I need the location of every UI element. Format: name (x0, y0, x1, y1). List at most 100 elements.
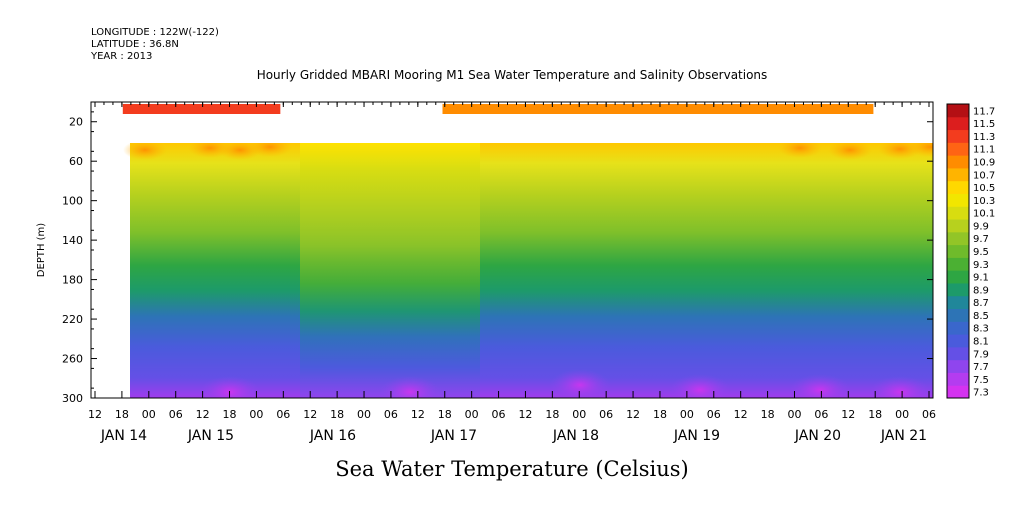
colorbar-swatch-11 (947, 244, 969, 258)
x-tick-label-30: 00 (895, 408, 909, 421)
x-tick-label-24: 12 (734, 408, 748, 421)
colorbar-label-17: 10.7 (973, 170, 995, 181)
colorbar-swatch-1 (947, 372, 969, 386)
warm-patch-7 (908, 143, 933, 157)
x-tick-label-23: 06 (707, 408, 721, 421)
warm-patch-5 (828, 143, 872, 160)
x-tick-label-4: 12 (196, 408, 210, 421)
colorbar-swatch-4 (947, 334, 969, 348)
chart-title: Hourly Gridded MBARI Mooring M1 Sea Wate… (257, 68, 768, 82)
colorbar-swatch-21 (947, 116, 969, 131)
colorbar-swatch-15 (947, 193, 969, 207)
year-label: YEAR : 2013 (90, 51, 152, 62)
x-day-label-7: JAN 21 (880, 428, 927, 444)
x-tick-label-25: 18 (761, 408, 775, 421)
x-tick-label-13: 18 (438, 408, 452, 421)
x-day-label-1: JAN 15 (187, 428, 234, 444)
x-day-label-3: JAN 17 (430, 428, 477, 444)
temperature-field (123, 143, 933, 398)
x-tick-label-26: 00 (787, 408, 801, 421)
colorbar-label-8: 8.9 (973, 285, 989, 296)
colorbar-label-19: 11.1 (973, 145, 995, 156)
x-day-label-6: JAN 20 (794, 428, 841, 444)
colorbar-swatch-9 (947, 270, 969, 284)
near-surface-bars (122, 104, 874, 114)
y-axis: 20 60 100 140 180 220 260 300 (62, 111, 933, 405)
x-tick-label-2: 00 (142, 408, 156, 421)
x-tick-label-6: 00 (249, 408, 263, 421)
colorbar-swatch-20 (947, 129, 969, 143)
y-tick-label-0: 20 (69, 116, 83, 129)
colorbar-frame (946, 103, 970, 399)
cold-patch-3 (670, 374, 730, 398)
colorbar-swatch-3 (947, 346, 969, 361)
colorbar-label-21: 11.5 (973, 119, 995, 130)
cold-patch-4 (790, 374, 850, 398)
cold-patch-5 (870, 376, 930, 398)
warm-patch-4 (778, 143, 822, 158)
x-tick-label-15: 06 (492, 408, 506, 421)
colorbar-label-15: 10.3 (973, 196, 995, 207)
x-tick-label-3: 06 (169, 408, 183, 421)
x-tick-label-11: 06 (384, 408, 398, 421)
colorbar-swatch-2 (947, 359, 969, 373)
y-axis-title: DEPTH (m) (36, 223, 47, 277)
x-tick-label-14: 00 (465, 408, 479, 421)
x-day-label-4: JAN 18 (552, 428, 599, 444)
colorbar-swatch-13 (947, 219, 969, 233)
colorbar-swatch-16 (947, 180, 969, 194)
colorbar-swatch-18 (947, 155, 969, 169)
colorbar-swatch-0 (947, 385, 969, 399)
colorbar-caption: Sea Water Temperature (Celsius) (335, 457, 689, 481)
colorbar-label-9: 9.1 (973, 273, 989, 284)
cold-patch-0 (200, 376, 260, 398)
colorbar-swatch-10 (947, 257, 969, 271)
x-tick-label-21: 18 (653, 408, 667, 421)
colorbar-label-18: 10.9 (973, 158, 995, 169)
x-tick-label-16: 12 (518, 408, 532, 421)
x-day-label-5: JAN 19 (673, 428, 720, 444)
colorbar-label-2: 7.7 (973, 362, 989, 373)
x-day-label-2: JAN 16 (309, 428, 356, 444)
x-tick-label-17: 18 (545, 408, 559, 421)
colorbar-swatch-22 (947, 104, 969, 118)
x-tick-label-28: 12 (841, 408, 855, 421)
warm-patch-3 (248, 143, 292, 157)
field-mid-period (300, 143, 480, 398)
colorbar-swatch-14 (947, 206, 969, 220)
x-tick-label-27: 06 (814, 408, 828, 421)
y-tick-label-4: 180 (62, 274, 83, 287)
x-tick-label-0: 12 (88, 408, 102, 421)
y-tick-label-2: 100 (62, 195, 83, 208)
x-day-label-0: JAN 14 (100, 428, 147, 444)
x-tick-label-5: 18 (223, 408, 237, 421)
colorbar-swatch-7 (947, 295, 969, 310)
latitude-label: LATITUDE : 36.8N (91, 39, 179, 50)
colorbar-label-0: 7.3 (973, 388, 989, 399)
warm-patch-0 (123, 143, 167, 160)
colorbar-label-14: 10.1 (973, 209, 995, 220)
colorbar-label-13: 9.9 (973, 221, 989, 232)
colorbar-label-1: 7.5 (973, 375, 989, 386)
x-axis: 12 18 00 06 12 18 00 06 12 18 00 06 12 18 00 06 12 18 00 06… (88, 102, 936, 444)
x-tick-label-7: 06 (276, 408, 290, 421)
colorbar-label-5: 8.3 (973, 324, 989, 335)
y-tick-label-3: 140 (62, 234, 83, 247)
colorbar-label-3: 7.9 (973, 349, 989, 360)
longitude-label: LONGITUDE : 122W(-122) (91, 27, 219, 38)
field-base (130, 143, 933, 398)
cold-patch-2 (550, 369, 610, 398)
cold-patch-1 (380, 376, 440, 398)
x-tick-label-19: 06 (599, 408, 613, 421)
surface-bar-0 (122, 104, 281, 114)
x-tick-label-18: 00 (572, 408, 586, 421)
colorbar-label-11: 9.5 (973, 247, 989, 258)
y-tick-label-7: 300 (62, 392, 83, 405)
colorbar-label-10: 9.3 (973, 260, 989, 271)
y-tick-label-6: 260 (62, 353, 83, 366)
colorbar-swatch-8 (947, 282, 969, 297)
colorbar-label-16: 10.5 (973, 183, 995, 194)
x-tick-label-22: 00 (680, 408, 694, 421)
